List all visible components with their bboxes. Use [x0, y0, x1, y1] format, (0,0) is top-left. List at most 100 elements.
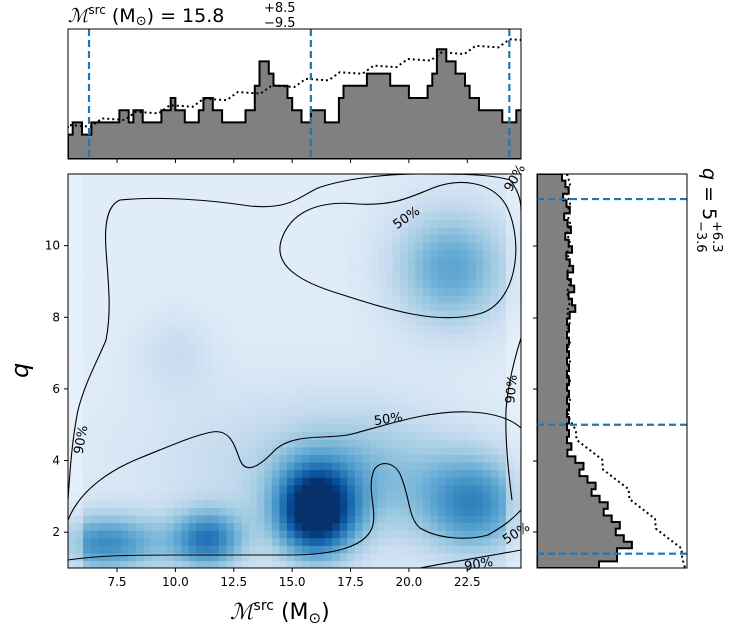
heatmap-cell [158, 196, 167, 205]
heatmap-cell [173, 219, 182, 228]
heatmap-cell [317, 219, 326, 228]
heatmap-cell [513, 371, 521, 380]
heatmap-cell [324, 530, 333, 539]
heatmap-cell [317, 446, 326, 455]
heatmap-cell [332, 477, 341, 486]
heatmap-cell [128, 386, 137, 395]
heatmap-cell [120, 484, 129, 493]
heatmap-cell [422, 325, 431, 334]
heatmap-cell [286, 234, 296, 243]
heatmap-cell [354, 386, 364, 395]
heatmap-cell [90, 469, 99, 478]
heatmap-cell [430, 310, 439, 319]
heatmap-cell [430, 439, 439, 448]
heatmap-cell [377, 181, 386, 190]
heatmap-cell [286, 181, 296, 190]
heatmap-cell [422, 393, 431, 402]
heatmap-cell [203, 560, 213, 568]
heatmap-cell [264, 469, 273, 478]
heatmap-cell [173, 530, 182, 539]
heatmap-cell [324, 560, 333, 568]
heatmap-cell [264, 401, 273, 410]
heatmap-cell [430, 461, 439, 471]
heatmap-cell [505, 499, 515, 508]
heatmap-cell [151, 469, 160, 478]
heatmap-cell [68, 492, 77, 501]
heatmap-cell [475, 340, 484, 349]
heatmap-cell [483, 219, 492, 228]
heatmap-cell [151, 461, 160, 471]
heatmap-cell [370, 560, 379, 568]
heatmap-cell [158, 446, 167, 455]
heatmap-cell [135, 189, 145, 198]
heatmap-cell [219, 234, 228, 243]
heatmap-cell [105, 386, 114, 395]
heatmap-cell [166, 295, 175, 304]
heatmap-cell [226, 295, 235, 304]
heatmap-cell [105, 461, 114, 471]
heatmap-cell [392, 264, 401, 274]
heatmap-cell [309, 386, 318, 395]
heatmap-cell [120, 522, 129, 531]
heatmap-cell [415, 219, 424, 228]
heatmap-cell [105, 249, 114, 258]
heatmap-cell [309, 219, 318, 228]
heatmap-cell [105, 545, 114, 554]
heatmap-cell [513, 401, 521, 410]
heatmap-cell [181, 514, 190, 524]
heatmap-cell [211, 552, 220, 562]
heatmap-cell [75, 545, 84, 554]
heatmap-cell [105, 257, 114, 266]
heatmap-cell [392, 174, 401, 183]
heatmap-cell [128, 257, 137, 266]
heatmap-cell [354, 416, 364, 425]
heatmap-cell [249, 363, 258, 372]
heatmap-cell [490, 272, 499, 281]
heatmap-cell [271, 477, 280, 486]
heatmap-cell [460, 386, 469, 395]
heatmap-cell [271, 174, 280, 183]
heatmap-cell [98, 211, 107, 221]
heatmap-cell [385, 174, 394, 183]
heatmap-cell [120, 507, 129, 516]
heatmap-cell [249, 325, 258, 334]
heatmap-cell [505, 514, 515, 524]
heatmap-cell [158, 325, 167, 334]
heatmap-cell [505, 325, 515, 334]
heatmap-cell [98, 189, 107, 198]
heatmap-cell [264, 545, 273, 554]
heatmap-cell [445, 340, 454, 349]
heatmap-cell [468, 454, 477, 463]
heatmap-cell [513, 257, 521, 266]
heatmap-cell [430, 340, 439, 349]
heatmap-cell [188, 408, 197, 418]
heatmap-cell [347, 446, 356, 455]
heatmap-cell [68, 333, 77, 342]
heatmap-cell [196, 264, 205, 274]
heatmap-cell [226, 234, 235, 243]
contour-50-lower [68, 411, 521, 521]
heatmap-cell [302, 514, 311, 524]
heatmap-cell [422, 522, 431, 531]
heatmap-cell [385, 280, 394, 289]
heatmap-cell [362, 181, 371, 190]
heatmap-cell [407, 287, 416, 296]
heatmap-cell [385, 552, 394, 562]
heatmap-cell [392, 219, 401, 228]
heatmap-cell [286, 310, 296, 319]
heatmap-cell [377, 310, 386, 319]
heatmap-cell [68, 348, 77, 357]
heatmap-cell [249, 431, 258, 440]
heatmap-cell [324, 317, 333, 327]
heatmap-cell [135, 174, 145, 183]
heatmap-cell [339, 189, 348, 198]
heatmap-cell [468, 272, 477, 281]
heatmap-cell [339, 325, 348, 334]
top-histogram [68, 38, 521, 159]
heatmap-cell [453, 196, 462, 205]
heatmap-cell [377, 545, 386, 554]
heatmap-cell [437, 211, 447, 221]
heatmap-cell [196, 280, 205, 289]
heatmap-cell [317, 514, 326, 524]
heatmap-cell [90, 507, 99, 516]
